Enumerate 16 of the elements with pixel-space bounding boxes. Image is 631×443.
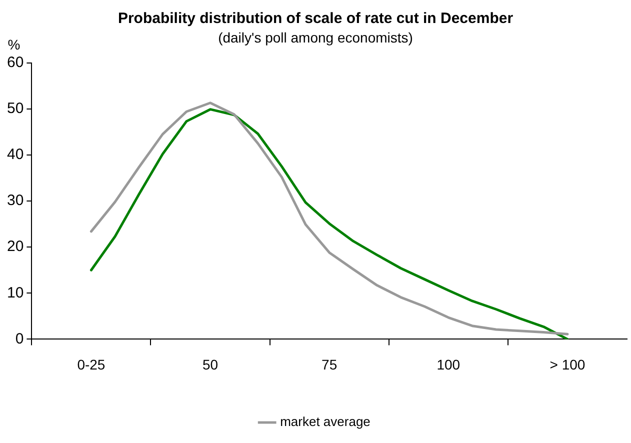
x-tick-label: 75 [322, 356, 338, 372]
y-tick-label: 50 [6, 100, 24, 118]
y-axis-title: % [8, 36, 20, 53]
chart-title: Probability distribution of scale of rate cut in December [118, 10, 514, 28]
x-tick-label: 0-25 [77, 356, 106, 372]
x-tick-label: > 100 [550, 356, 586, 372]
y-tick-label: 60 [6, 54, 24, 71]
legend-label: market average [280, 414, 370, 430]
y-tick-label: 30 [6, 192, 24, 210]
y-tick-label: 10 [6, 284, 24, 302]
y-tick-label: 0 [15, 330, 24, 348]
y-tick-label: 40 [6, 146, 24, 164]
x-tick-label: 50 [202, 356, 218, 372]
y-tick-label: 20 [6, 238, 24, 256]
chart-subtitle: (daily's poll among economists) [218, 29, 413, 46]
x-tick-label: 100 [436, 356, 460, 372]
